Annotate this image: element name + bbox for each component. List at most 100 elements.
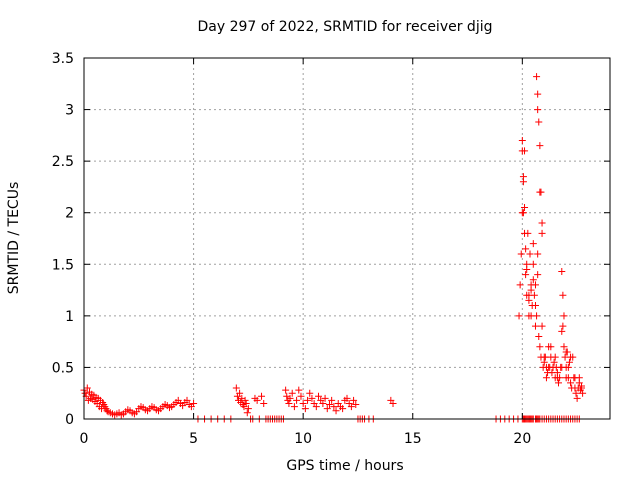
data-point — [527, 312, 535, 320]
data-point — [244, 405, 252, 413]
data-point — [347, 403, 355, 411]
data-point — [565, 358, 573, 366]
data-point — [83, 384, 91, 392]
data-point — [571, 374, 579, 382]
data-point — [523, 265, 531, 273]
data-point — [330, 403, 338, 411]
data-point — [288, 389, 296, 397]
data-point — [553, 374, 561, 382]
data-point — [575, 379, 583, 387]
data-point — [534, 271, 542, 279]
data-point — [554, 379, 562, 387]
data-point — [558, 327, 566, 335]
data-point — [525, 296, 533, 304]
data-point — [573, 394, 581, 402]
data-point — [559, 291, 567, 299]
data-point — [253, 396, 261, 404]
x-axis-label: GPS time / hours — [286, 458, 403, 474]
data-point — [285, 400, 293, 408]
y-tick-label: 2.5 — [52, 154, 74, 170]
data-point — [529, 260, 537, 268]
y-tick-label: 0 — [65, 412, 74, 428]
x-tick-label: 5 — [189, 431, 198, 447]
data-point — [558, 363, 566, 371]
data-point — [312, 403, 320, 411]
data-point — [81, 389, 89, 397]
data-point — [282, 386, 290, 394]
data-point — [183, 396, 191, 404]
data-point — [242, 400, 250, 408]
data-point — [258, 392, 266, 400]
data-point — [560, 312, 568, 320]
data-point — [286, 394, 294, 402]
data-point — [534, 90, 542, 98]
data-point — [562, 374, 570, 382]
data-point — [538, 322, 546, 330]
data-point — [332, 407, 340, 415]
data-point — [572, 389, 580, 397]
data-point — [531, 322, 539, 330]
data-point — [531, 302, 539, 310]
y-tick-label: 0.5 — [52, 360, 74, 376]
data-point — [560, 343, 568, 351]
data-point — [304, 396, 312, 404]
data-point — [534, 106, 542, 114]
data-point — [299, 400, 307, 408]
data-point — [325, 401, 333, 409]
y-tick-label: 1.5 — [52, 257, 74, 273]
x-tick-label: 15 — [404, 431, 422, 447]
x-tick-label: 10 — [294, 431, 312, 447]
data-points — [80, 73, 587, 423]
data-point — [321, 394, 329, 402]
chart-title: Day 297 of 2022, SRMTID for receiver dji… — [198, 19, 493, 35]
x-axis-ticks: 0 5 10 15 20 — [80, 58, 531, 447]
data-point — [550, 358, 558, 366]
data-point — [236, 389, 244, 397]
data-point — [521, 229, 529, 237]
grid-lines — [84, 58, 610, 419]
y-tick-label: 3.5 — [52, 51, 74, 67]
data-point — [579, 389, 587, 397]
data-point — [293, 396, 301, 404]
data-point — [389, 400, 397, 408]
y-tick-label: 2 — [65, 206, 74, 222]
data-point — [538, 219, 546, 227]
data-point — [534, 250, 542, 258]
data-point — [328, 396, 336, 404]
data-point — [243, 409, 251, 417]
data-point — [535, 332, 543, 340]
data-point — [295, 386, 303, 394]
data-point — [319, 400, 327, 408]
data-point — [542, 374, 550, 382]
data-point — [190, 400, 198, 408]
data-point — [516, 281, 524, 289]
x-tick-label: 0 — [80, 431, 89, 447]
data-point — [538, 229, 546, 237]
plot-frame — [83, 57, 611, 420]
data-point — [567, 353, 575, 361]
data-point — [551, 353, 559, 361]
data-point — [536, 343, 544, 351]
data-point — [343, 394, 351, 402]
data-point — [519, 209, 527, 217]
data-point — [232, 384, 240, 392]
y-axis-label: SRMTID / TECUs — [6, 182, 22, 295]
data-point — [308, 394, 316, 402]
data-point — [518, 137, 526, 145]
data-point — [515, 312, 523, 320]
y-tick-label: 1 — [65, 309, 74, 325]
data-point — [352, 401, 360, 409]
data-point — [529, 276, 537, 284]
data-point — [567, 379, 575, 387]
data-point — [558, 268, 566, 276]
data-point — [547, 343, 555, 351]
data-point — [301, 405, 309, 413]
data-point — [323, 405, 331, 413]
data-point — [527, 286, 535, 294]
data-point — [315, 392, 323, 400]
data-point — [549, 363, 557, 371]
data-point — [564, 363, 572, 371]
data-point — [241, 396, 249, 404]
data-point — [519, 173, 527, 181]
